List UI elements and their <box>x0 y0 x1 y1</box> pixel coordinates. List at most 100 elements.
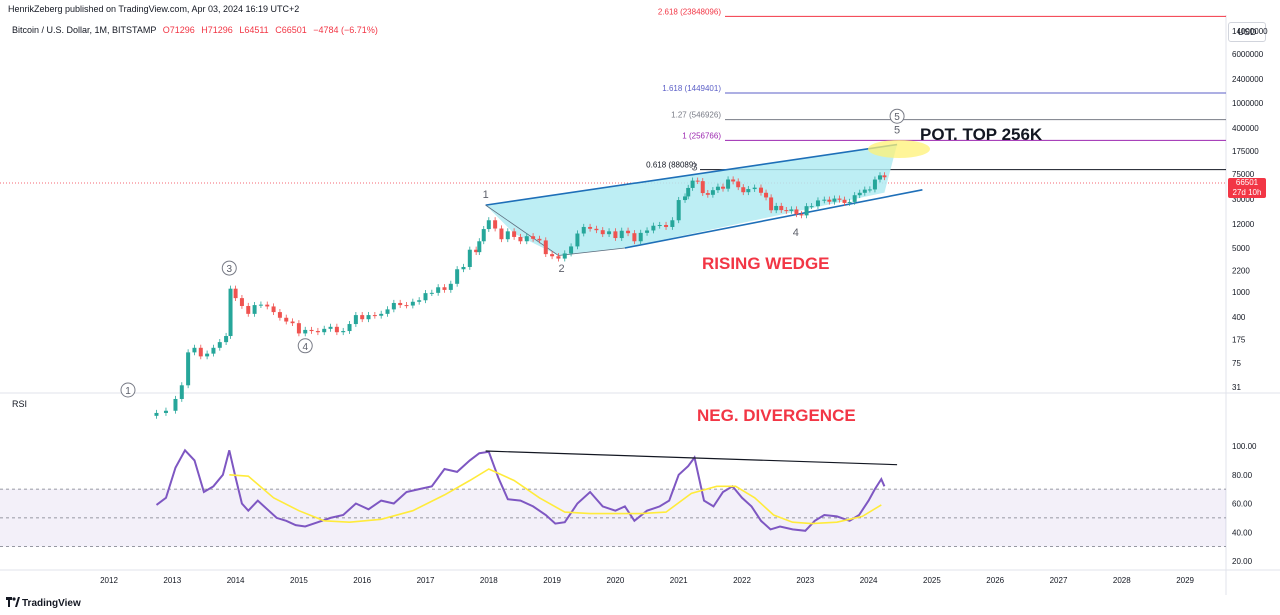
candle-body <box>877 175 882 180</box>
candle-body <box>857 192 862 196</box>
price-tick-label: 6000000 <box>1232 50 1264 59</box>
wave-label: 5 <box>894 125 900 137</box>
candle-body <box>789 209 794 211</box>
candle-body <box>600 230 605 235</box>
candle-body <box>353 315 358 325</box>
ohlc-low: L64511 <box>239 25 269 35</box>
candle-body <box>550 254 555 257</box>
candle-body <box>163 410 168 413</box>
ohlc-close: C66501 <box>275 25 307 35</box>
time-tick-label: 2020 <box>607 576 625 585</box>
candle-body <box>657 225 662 227</box>
candle-body <box>290 321 295 324</box>
time-tick-label: 2029 <box>1176 576 1194 585</box>
wave-label: 3 <box>226 264 232 275</box>
rsi-label: RSI <box>12 399 28 409</box>
wave-circle <box>120 382 136 398</box>
candle-body <box>265 304 270 307</box>
neg-divergence-label: NEG. DIVERGENCE <box>697 406 856 425</box>
candle-body <box>794 209 799 215</box>
candle-body <box>322 328 327 333</box>
candle-body <box>366 315 371 320</box>
price-tick-label: 2400000 <box>1232 75 1264 84</box>
candle-body <box>769 197 774 211</box>
candle-body <box>524 236 529 242</box>
candle-body <box>575 233 580 247</box>
last-price-badge: 66501 27d 10h <box>1228 178 1266 198</box>
symbol-name: Bitcoin / U.S. Dollar, 1M, BITSTAMP <box>12 25 157 35</box>
candle-body <box>852 195 857 202</box>
candle-body <box>379 313 384 316</box>
wave-label: 3 <box>691 161 697 173</box>
candle-body <box>842 199 847 203</box>
candle-body <box>764 192 769 198</box>
symbol-legend: Bitcoin / U.S. Dollar, 1M, BITSTAMP O712… <box>12 25 378 35</box>
candle-body <box>872 179 877 190</box>
rsi-tick-label: 100.00 <box>1232 442 1257 451</box>
rsi-line <box>155 448 886 532</box>
time-tick-label: 2015 <box>290 576 308 585</box>
candle-body <box>736 181 741 188</box>
wave-label: 1 <box>125 386 131 397</box>
candle-body <box>154 412 159 416</box>
candle-body <box>799 214 804 216</box>
price-tick-label: 31 <box>1232 383 1241 392</box>
candle-body <box>721 186 726 189</box>
candle-body <box>837 198 842 200</box>
rsi-ma-line <box>229 468 882 525</box>
candle-body <box>233 288 238 299</box>
time-tick-label: 2013 <box>163 576 181 585</box>
candle-body <box>284 317 289 322</box>
candle-body <box>543 240 548 255</box>
candle-body <box>398 302 403 306</box>
wedge-upper-line <box>485 143 898 206</box>
time-tick-label: 2016 <box>353 576 371 585</box>
candle-body <box>474 249 479 253</box>
candle-body <box>360 315 365 320</box>
fib-label: 1.618 (1449401) <box>662 84 721 93</box>
candle-body <box>228 288 233 337</box>
candle-body <box>518 236 523 242</box>
price-tick-label: 400000 <box>1232 124 1259 133</box>
candle-body <box>822 199 827 201</box>
candle-body <box>252 305 257 314</box>
wave-label: 5 <box>894 112 900 123</box>
candle-body <box>467 249 472 267</box>
candle-body <box>632 233 637 242</box>
candle-body <box>423 293 428 301</box>
fib-label: 1 (256766) <box>682 131 721 140</box>
candle-body <box>731 179 736 182</box>
ohlc-high: H71296 <box>201 25 233 35</box>
price-tick-label: 5000 <box>1232 244 1250 253</box>
candle-body <box>372 315 377 317</box>
candle-body <box>664 225 669 227</box>
time-tick-label: 2019 <box>543 576 561 585</box>
price-tick-label: 2200 <box>1232 266 1250 275</box>
rsi-tick-label: 60.00 <box>1232 500 1253 509</box>
wave-label: 4 <box>793 227 799 239</box>
time-tick-label: 2018 <box>480 576 498 585</box>
candle-body <box>455 269 460 284</box>
candle-body <box>862 189 867 193</box>
wave-label: 1 <box>483 189 489 201</box>
fib-label: 0.618 (88089) <box>646 161 696 170</box>
candle-body <box>334 326 339 333</box>
wave-circle <box>221 260 237 276</box>
fib-label: 1.27 (546926) <box>671 111 721 120</box>
candle-body <box>391 302 396 310</box>
tradingview-logo[interactable]: TradingView <box>6 597 81 609</box>
candle-body <box>499 228 504 240</box>
candle-body <box>436 287 441 293</box>
candle-body <box>186 352 191 386</box>
candle-body <box>804 206 809 216</box>
time-tick-label: 2012 <box>100 576 118 585</box>
candle-body <box>645 230 650 233</box>
currency-selector[interactable]: USD <box>1228 22 1266 42</box>
wave-labels: 1 3 4 1 2 3 4 5 5 <box>120 108 905 398</box>
candle-body <box>211 347 216 354</box>
annotations: POT. TOP 256K RISING WEDGE NEG. DIVERGEN… <box>697 125 1043 425</box>
candle-body <box>626 230 631 234</box>
price-tick-label: 12000 <box>1232 220 1255 229</box>
publisher-line: HenrikZeberg published on TradingView.co… <box>8 4 300 14</box>
